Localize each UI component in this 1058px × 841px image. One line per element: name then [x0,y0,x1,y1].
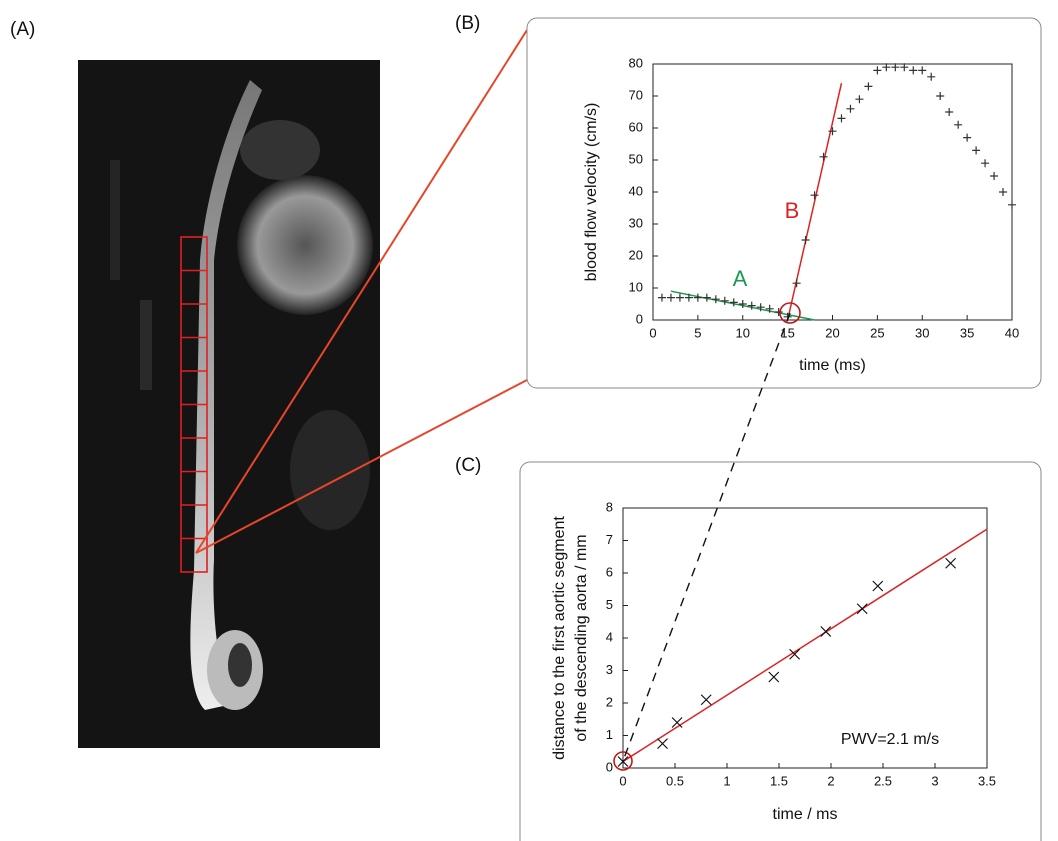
x-tick-label: 10 [736,325,750,340]
panel-label: (B) [455,13,480,34]
y-tick-label: 30 [629,215,643,230]
x-tick-label: 35 [960,325,974,340]
x-axis-label: time / ms [773,806,838,823]
y-tick-label: 60 [629,119,643,134]
y-tick-label: 10 [629,279,643,294]
x-axis-label: time (ms) [799,357,866,374]
figure: (A) (B) (C) 0510152025303540010203040506… [0,0,1058,841]
mri-image [78,60,380,748]
y-axis-label: distance to the first aortic segment [551,516,568,760]
y-tick-label: 6 [606,564,613,579]
x-tick-label: 2.5 [874,773,892,788]
y-tick-label: 7 [606,532,613,547]
x-tick-label: 30 [915,325,929,340]
x-tick-label: 0.5 [666,773,684,788]
x-tick-label: 2 [827,773,834,788]
y-tick-label: 0 [606,759,613,774]
y-tick-label: 80 [629,55,643,70]
y-tick-label: 2 [606,694,613,709]
annotation: A [733,266,748,291]
x-tick-label: 1 [723,773,730,788]
x-tick-label: 40 [1005,325,1019,340]
x-tick-label: 0 [619,773,626,788]
panel-label: (A) [10,19,35,40]
x-tick-label: 25 [870,325,884,340]
y-tick-label: 1 [606,727,613,742]
y-tick-label: 40 [629,183,643,198]
x-tick-label: 20 [825,325,839,340]
y-tick-label: 0 [636,311,643,326]
panel-label: (C) [455,455,481,476]
y-axis-label: blood flow velocity (cm/s) [583,103,600,282]
x-tick-label: 5 [694,325,701,340]
y-tick-label: 3 [606,662,613,677]
y-tick-label: 70 [629,87,643,102]
x-tick-label: 3 [931,773,938,788]
x-tick-label: 1.5 [770,773,788,788]
y-tick-label: 20 [629,247,643,262]
y-axis-label: of the descending aorta / mm [573,534,590,741]
y-tick-label: 5 [606,597,613,612]
y-tick-label: 8 [606,499,613,514]
y-tick-label: 50 [629,151,643,166]
y-tick-label: 4 [606,629,613,644]
x-tick-label: 3.5 [978,773,996,788]
x-tick-label: 0 [649,325,656,340]
annotation: B [785,198,800,223]
annotation: PWV=2.1 m/s [841,731,939,748]
